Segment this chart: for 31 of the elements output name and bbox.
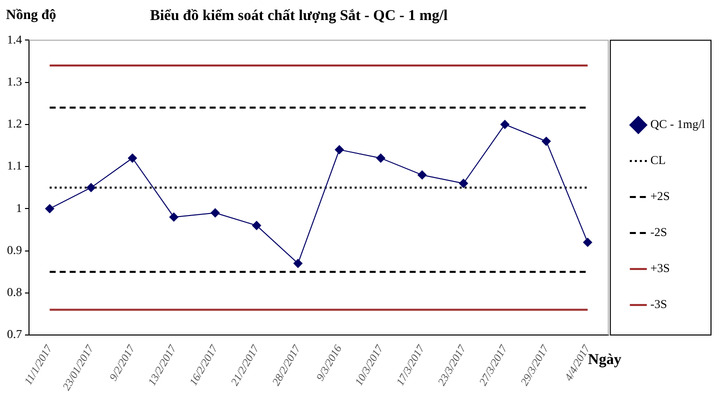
point <box>128 154 137 163</box>
legend-label: +3S <box>650 261 670 276</box>
legend-label: -2S <box>650 225 668 240</box>
point <box>542 136 551 146</box>
legend-label: CL <box>650 153 666 168</box>
point <box>86 183 96 192</box>
y-tick-label: 1.2 <box>7 116 22 131</box>
point <box>252 221 262 230</box>
point <box>293 258 302 268</box>
point <box>169 212 178 222</box>
legend-label: +2S <box>650 189 670 204</box>
point <box>376 154 386 163</box>
y-tick-label: 0.9 <box>7 242 22 257</box>
y-tick-label: 0.8 <box>7 285 22 300</box>
y-tick-label: 0.7 <box>7 327 22 342</box>
y-tick-label: 1.4 <box>7 32 22 46</box>
y-tick-label: 1 <box>16 200 22 215</box>
y-tick-label: 1.1 <box>7 158 22 173</box>
point <box>210 208 220 218</box>
y-tick-label: 1.3 <box>7 74 22 88</box>
point <box>459 178 468 188</box>
point <box>500 120 510 129</box>
chart-title: Biểu đồ kiểm soát chất lượng Sắt - QC - 1 mg/l <box>150 8 448 25</box>
point <box>45 204 54 214</box>
point <box>418 170 427 180</box>
legend-label: -3S <box>650 297 668 312</box>
y-axis-title: Nồng độ <box>6 8 56 24</box>
legend-label: QC - 1mg/l <box>650 117 706 132</box>
point <box>334 145 344 154</box>
x-axis-title: Ngày <box>588 352 622 369</box>
point <box>583 238 592 247</box>
